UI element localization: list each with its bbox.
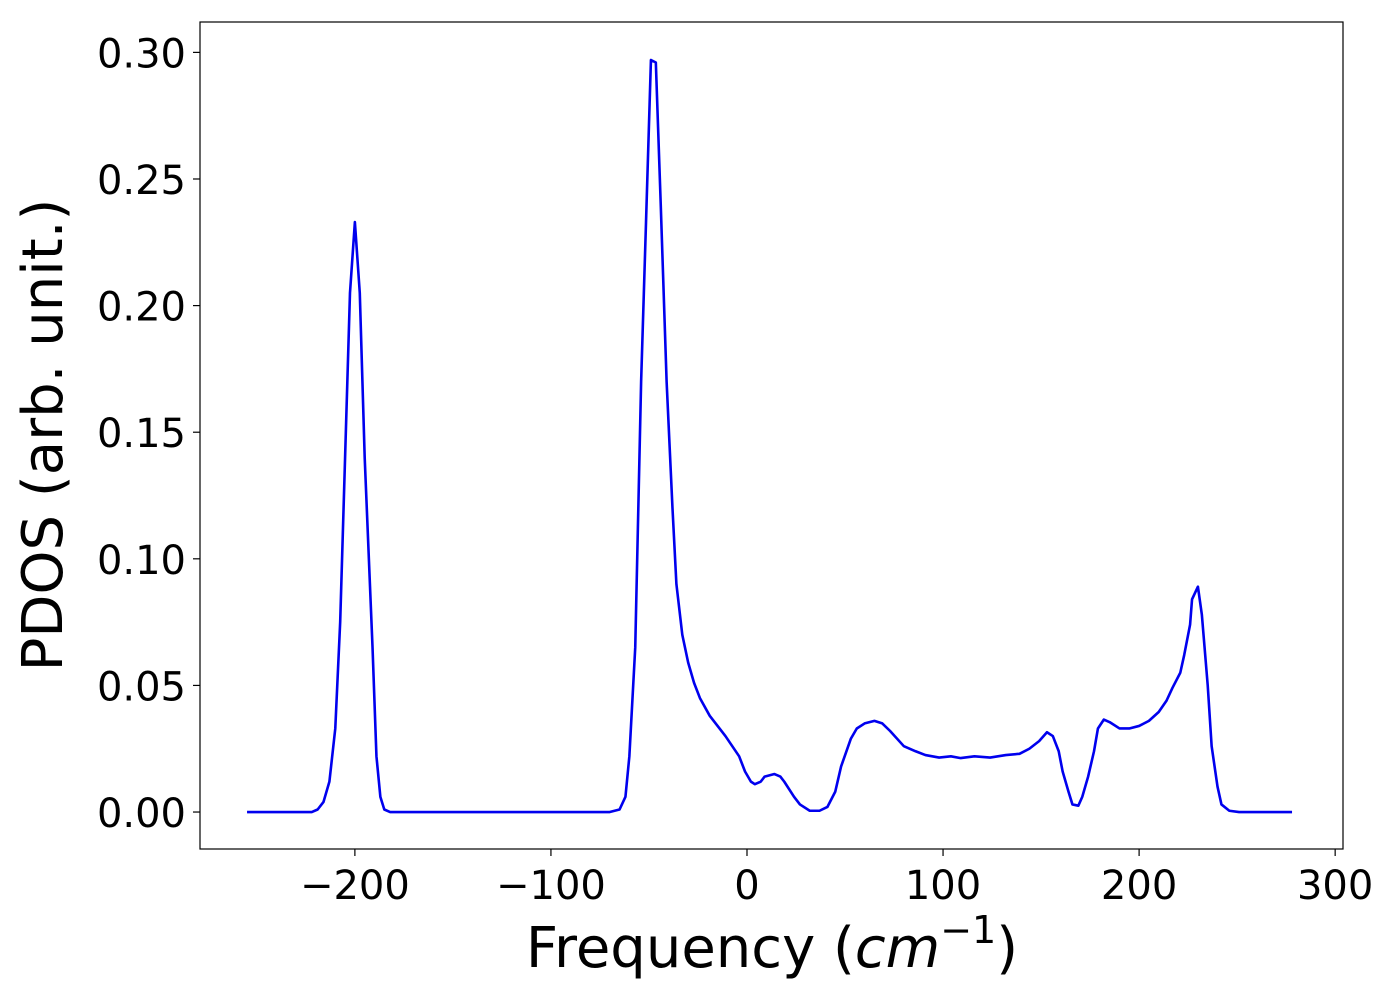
y-tick-label: 0.25 — [97, 158, 186, 204]
x-tick-label: 100 — [905, 863, 981, 909]
data-line — [247, 58, 1293, 814]
x-tick-label: −100 — [496, 863, 606, 909]
x-axis-label: Frequency (cm−1) — [526, 908, 1018, 981]
y-tick-label: 0.10 — [97, 538, 186, 584]
x-tick-label: 200 — [1101, 863, 1177, 909]
y-axis-label: PDOS (arb. unit.) — [11, 199, 76, 672]
y-tick-label: 0.05 — [97, 664, 186, 710]
y-tick-label: 0.00 — [97, 791, 186, 837]
x-tick-label: −200 — [300, 863, 410, 909]
y-tick-label: 0.20 — [97, 285, 186, 331]
y-tick-label: 0.15 — [97, 411, 186, 457]
x-tick-label: 0 — [734, 863, 759, 909]
x-tick-label: 300 — [1297, 863, 1373, 909]
plot-frame — [199, 21, 1344, 850]
y-tick-label: 0.30 — [97, 31, 186, 77]
